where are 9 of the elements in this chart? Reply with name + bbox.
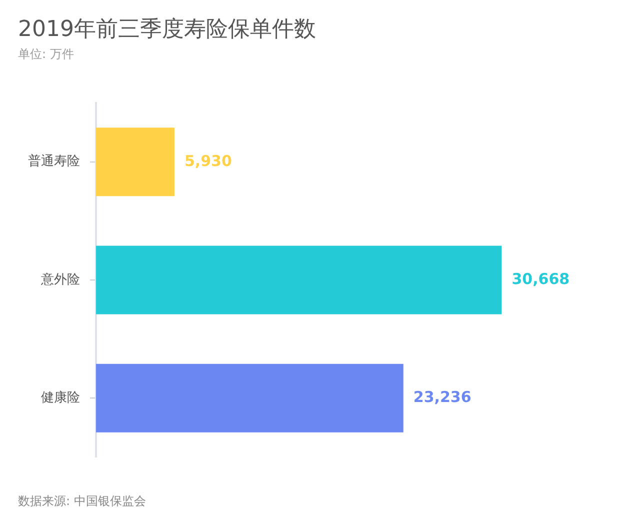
data-label: 30,668 bbox=[512, 270, 570, 288]
y-tick-label: 普通寿险 bbox=[28, 153, 80, 170]
chart-title: 2019年前三季度寿险保单件数 bbox=[18, 16, 316, 44]
data-label: 5,930 bbox=[184, 152, 232, 170]
y-tick-label: 健康险 bbox=[41, 390, 80, 406]
source-note: 数据来源: 中国银保监会 bbox=[18, 493, 146, 510]
chart-subtitle: 单位: 万件 bbox=[18, 46, 74, 63]
data-label: 23,236 bbox=[413, 388, 472, 406]
y-tick-label: 意外险 bbox=[40, 272, 80, 288]
